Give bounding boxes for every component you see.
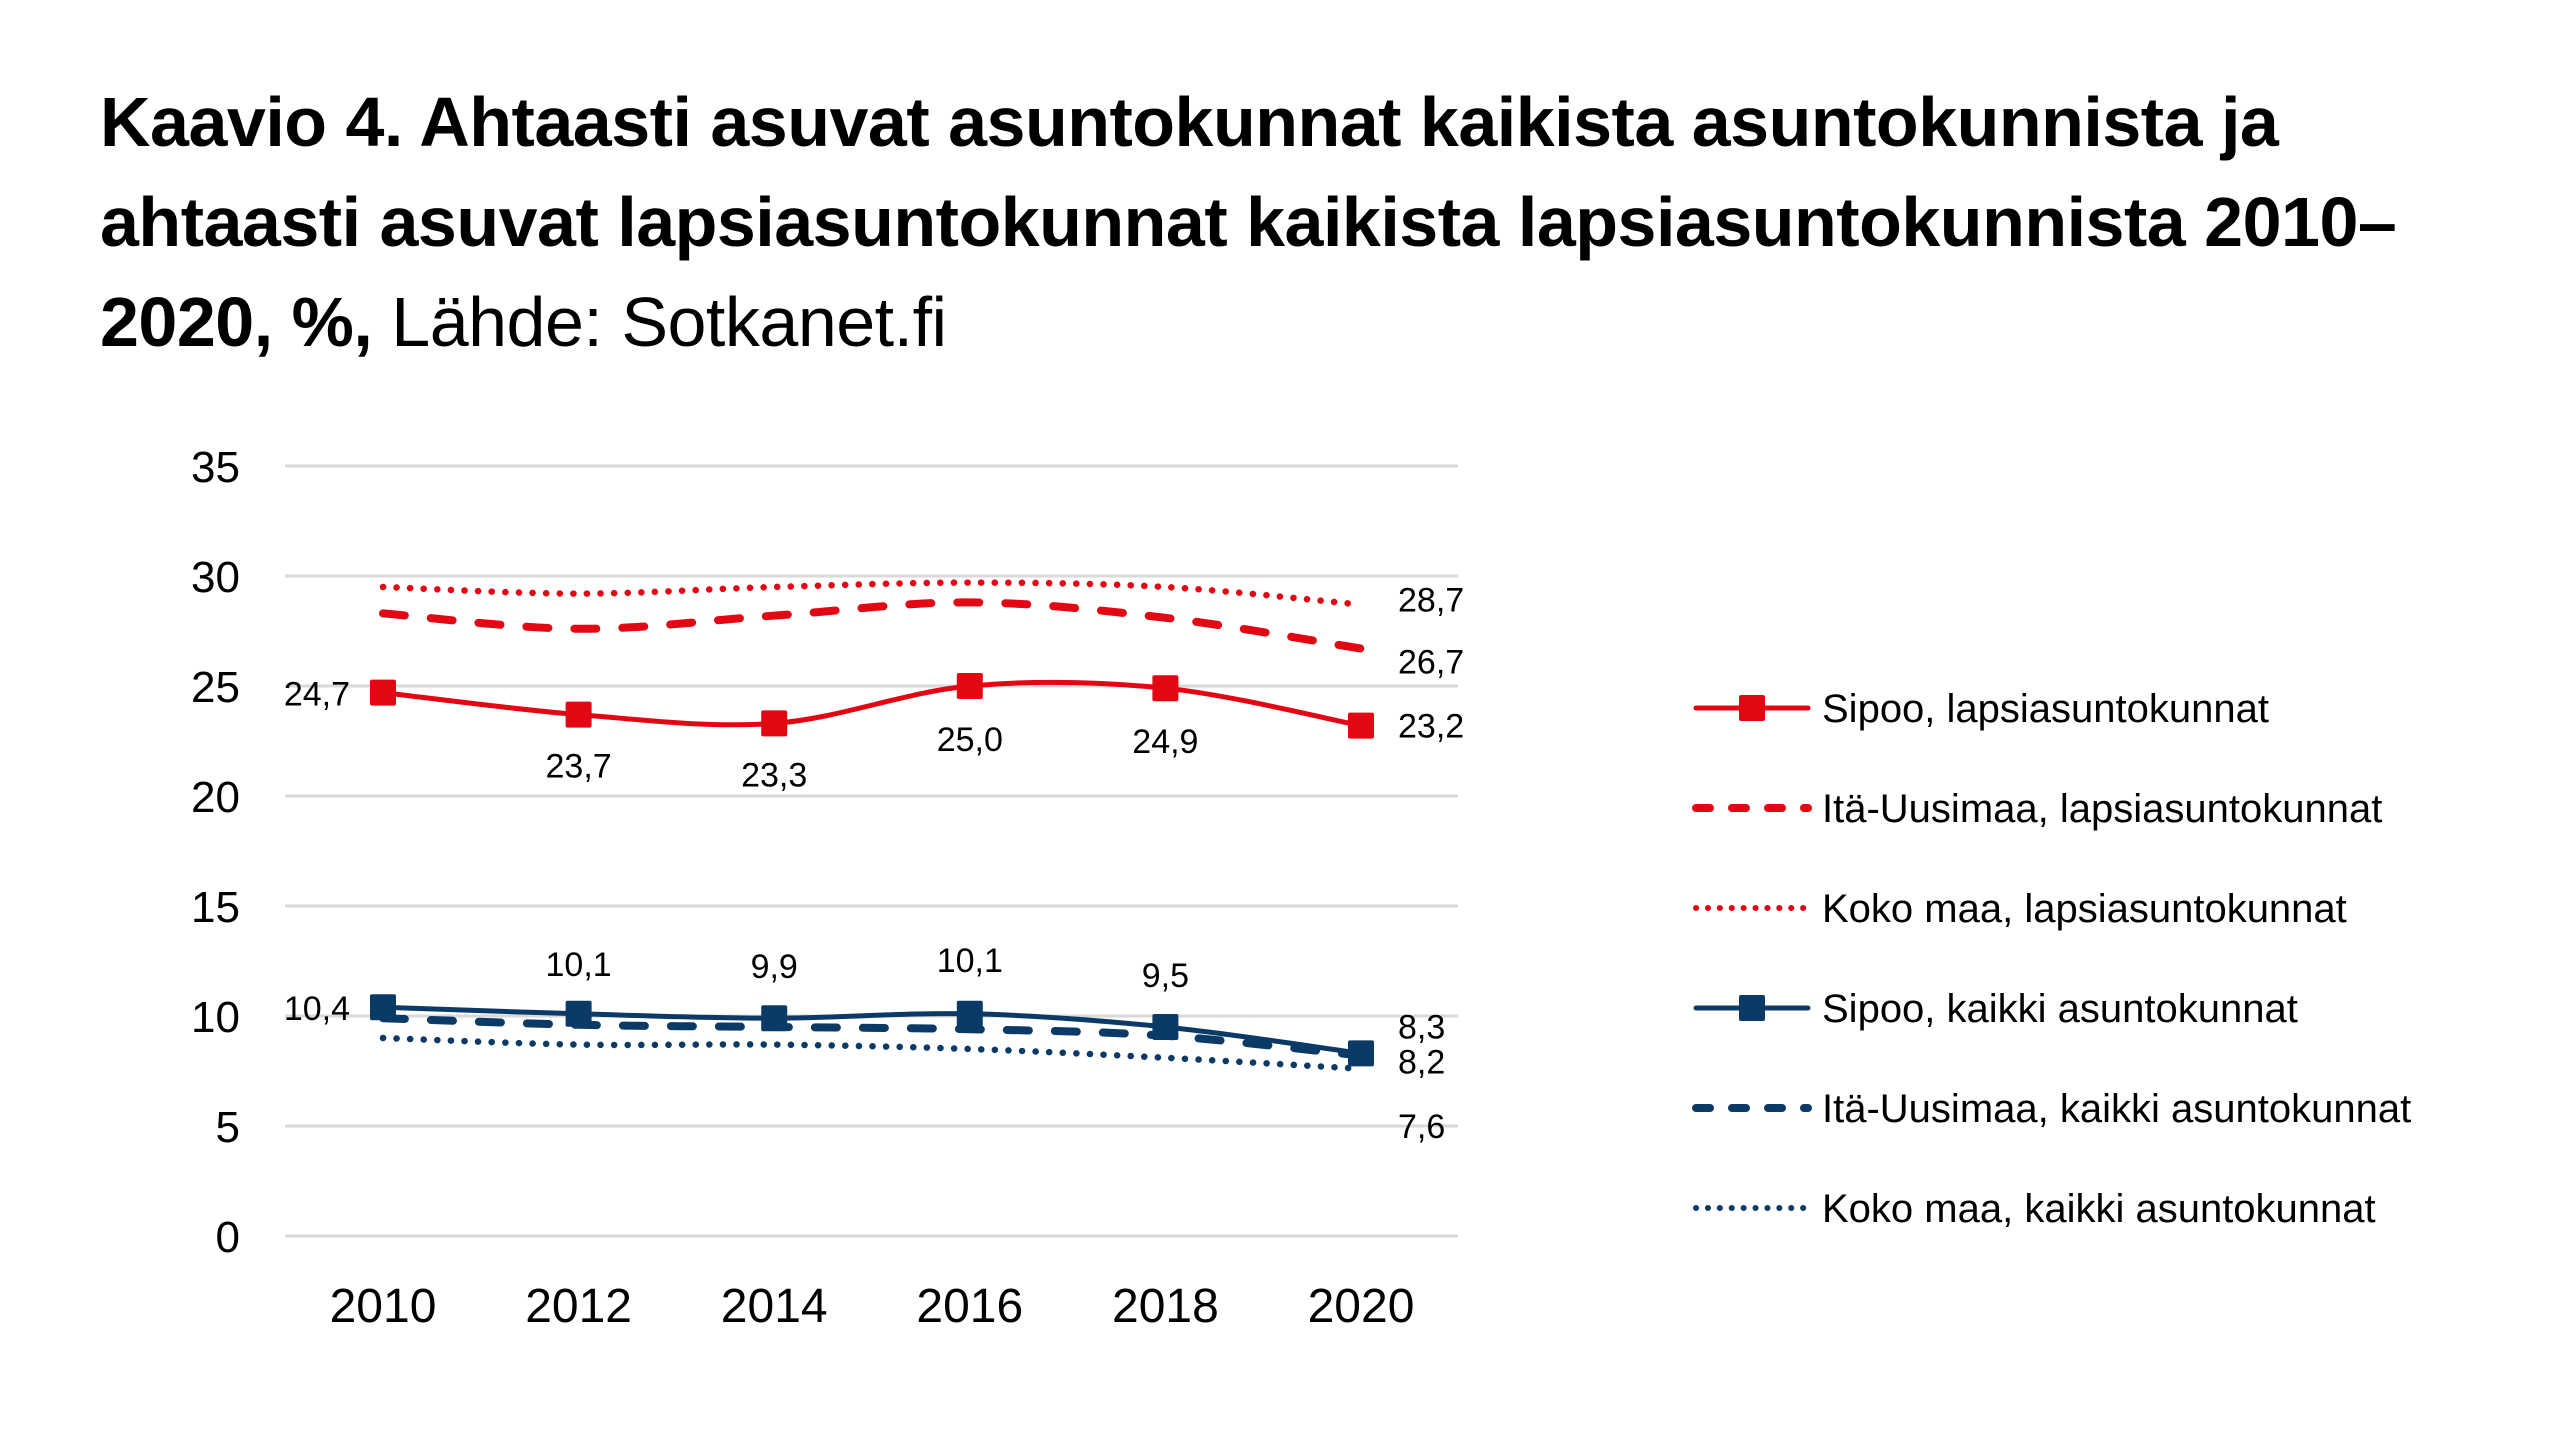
data-point-marker (565, 701, 592, 728)
data-label: 28,7 (1398, 582, 1464, 620)
series-line-2 (379, 579, 1365, 608)
legend-label: Sipoo, lapsiasuntokunnat (1822, 687, 2269, 731)
data-point-marker (761, 710, 788, 737)
data-label: 8,2 (1398, 1044, 1445, 1082)
data-point-marker (1152, 675, 1179, 702)
data-label: 23,2 (1398, 708, 1464, 746)
data-point-marker (1348, 712, 1374, 739)
data-label: 7,6 (1398, 1108, 1445, 1146)
x-axis-ticks: 2010 2012 2014 2016 2018 2020 (330, 1280, 1415, 1333)
legend-swatch-icon (1693, 995, 1811, 1021)
y-tick-label: 20 (191, 773, 240, 822)
legend-swatch-icon (1693, 695, 1811, 721)
gridlines (285, 464, 1458, 1238)
legend-item: Koko maa, lapsiasuntokunnat (1690, 880, 2550, 940)
data-label: 24,9 (1132, 723, 1198, 761)
data-label: 10,1 (937, 942, 1003, 980)
data-label: 9,5 (1142, 957, 1189, 995)
chart-source: Lähde: Sotkanet.fi (391, 283, 947, 361)
data-label: 8,3 (1398, 1008, 1445, 1046)
data-point-marker (370, 679, 396, 706)
series-line-4 (379, 1014, 1365, 1060)
y-tick-label: 10 (191, 993, 240, 1042)
legend-swatch-icon (1693, 1205, 1811, 1211)
legend-item: Koko maa, kaikki asuntokunnat (1690, 1180, 2550, 1240)
series-line-3 (380, 1004, 1364, 1056)
x-tick-label: 2016 (916, 1280, 1023, 1333)
y-tick-label: 15 (191, 883, 240, 932)
y-tick-label: 25 (191, 663, 240, 712)
data-point-marker (956, 673, 983, 699)
data-label: 10,1 (546, 946, 612, 984)
y-axis-ticks: 0 5 10 15 20 25 30 35 (191, 443, 240, 1262)
y-tick-label: 30 (191, 553, 240, 602)
y-tick-label: 0 (216, 1213, 240, 1262)
data-label: 24,7 (284, 676, 350, 714)
data-point-marker (370, 994, 396, 1021)
chart-title: Kaavio 4. Ahtaasti asuvat asuntokunnat k… (100, 72, 2520, 372)
legend-item: Sipoo, kaikki asuntokunnat (1690, 980, 2550, 1040)
x-tick-label: 2012 (525, 1280, 632, 1333)
x-tick-label: 2020 (1308, 1280, 1415, 1333)
data-label: 23,7 (546, 748, 612, 786)
data-label: 10,4 (284, 990, 350, 1028)
legend-swatch-icon (1692, 804, 1812, 812)
x-tick-label: 2018 (1112, 1280, 1219, 1333)
legend-label: Sipoo, kaikki asuntokunnat (1822, 987, 2298, 1031)
legend-label: Itä-Uusimaa, lapsiasuntokunnat (1822, 787, 2383, 831)
series-line-5 (379, 1034, 1365, 1073)
series-line-1 (379, 598, 1365, 653)
data-point-marker (956, 1000, 983, 1027)
legend-label: Itä-Uusimaa, kaikki asuntokunnat (1822, 1087, 2412, 1131)
legend-item: Sipoo, lapsiasuntokunnat (1690, 680, 2550, 740)
data-label: 23,3 (741, 756, 807, 794)
series-markers (370, 673, 1374, 1067)
data-point-marker (1348, 1040, 1374, 1067)
y-tick-label: 5 (216, 1103, 240, 1152)
legend-label: Koko maa, kaikki asuntokunnat (1822, 1187, 2376, 1231)
y-tick-label: 35 (191, 443, 240, 492)
chart-title-bold: Kaavio 4. Ahtaasti asuvat asuntokunnat k… (100, 83, 2397, 361)
data-label: 25,0 (937, 721, 1003, 759)
data-point-marker (761, 1005, 788, 1032)
legend-label: Koko maa, lapsiasuntokunnat (1822, 887, 2347, 931)
series-line-0 (380, 679, 1364, 729)
data-label: 26,7 (1398, 644, 1464, 682)
x-tick-label: 2010 (330, 1280, 437, 1333)
series-lines (379, 579, 1365, 1073)
data-labels: 24,7 23,7 23,3 25,0 24,9 23,2 26,7 28,7 10,4 10,1… (284, 582, 1464, 1146)
legend-swatch-icon (1692, 1104, 1812, 1112)
legend-item: Itä-Uusimaa, lapsiasuntokunnat (1690, 780, 2550, 840)
data-point-marker (565, 1000, 592, 1027)
x-tick-label: 2014 (721, 1280, 828, 1333)
legend-item: Itä-Uusimaa, kaikki asuntokunnat (1690, 1080, 2550, 1140)
legend-swatch-icon (1693, 905, 1811, 911)
data-label: 9,9 (751, 948, 798, 986)
data-point-marker (1152, 1014, 1179, 1040)
